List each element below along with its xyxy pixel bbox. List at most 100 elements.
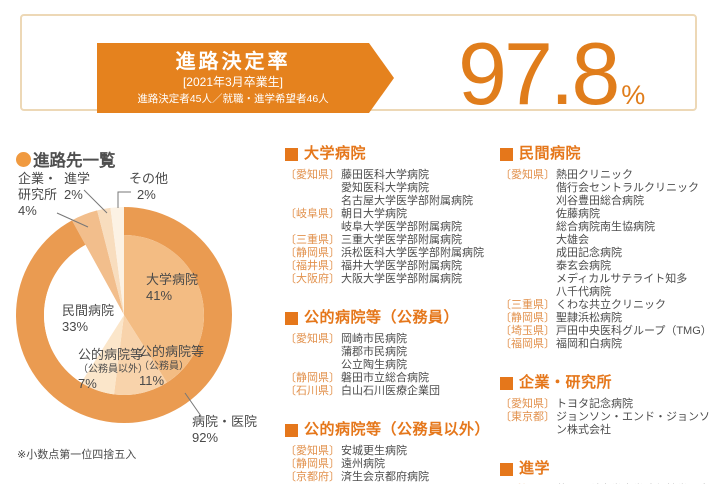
prefecture-label: 〔石川県〕 — [285, 385, 340, 397]
section: 進学〔愛知県〕藤田医科大学大学院保健学研究科 — [500, 461, 710, 484]
prefecture-label: 〔静岡県〕 — [500, 312, 555, 324]
institution-list: 遠州病院 — [341, 458, 497, 471]
rate-number: 97.8 — [458, 24, 620, 123]
institution-name: 岡崎市民病院 — [341, 333, 407, 345]
rate-banner-arrow: 進路決定率 [2021年3月卒業生] 進路決定者45人／就職・進学希望者46人 — [97, 43, 394, 113]
chart-label-public-nonservant: 公的病院等 （公務員以外） 7% — [78, 347, 148, 392]
square-bullet-icon — [285, 423, 298, 437]
institution-list: 聖隷浜松病院 — [556, 312, 710, 325]
section: 公的病院等（公務員以外） 〔愛知県〕 安城更生病院 〔静岡県〕 遠州病院 〔京都府〕 済生会… — [285, 422, 497, 484]
prefecture-label: 〔愛知県〕 — [285, 333, 340, 345]
institution-name: 浜松医科大学医学部附属病院 — [341, 247, 484, 259]
institution-list: 福井大学医学部附属病院 — [341, 260, 497, 273]
institution-name: 刈谷豊田総合病院 — [556, 195, 644, 207]
bullet-circle-icon — [16, 151, 31, 167]
segment-label: 進学 — [64, 171, 91, 186]
prefecture-label: 〔岐阜県〕 — [285, 208, 340, 220]
institution-list: 藤田医科大学病院 愛知医科大学病院 名古屋大学医学部附属病院 — [341, 169, 497, 208]
segment-pct: 2% — [64, 187, 83, 202]
segment-label: その他 — [129, 171, 169, 186]
prefecture-label: 〔静岡県〕 — [285, 458, 340, 470]
section-title: 企業・研究所 — [500, 375, 710, 391]
prefecture-label: 〔三重県〕 — [285, 234, 340, 246]
segment-label: 公的病院等 — [139, 344, 205, 359]
institution-name: トヨタ記念病院 — [556, 398, 633, 410]
ring-pct: 92% — [192, 430, 219, 445]
prefecture-group: 〔埼玉県〕 戸田中央医科グループ（TMG） — [500, 325, 710, 338]
square-bullet-icon — [500, 376, 513, 390]
institution-name: 岐阜大学医学部附属病院 — [341, 221, 462, 233]
prefecture-label: 〔福岡県〕 — [500, 338, 555, 350]
donut-segment-公的病院等 — [81, 315, 124, 395]
institution-name: 遠州病院 — [341, 458, 385, 470]
prefecture-group: 〔京都府〕 済生会京都府病院 — [285, 471, 497, 484]
prefecture-label: 〔大阪府〕 — [285, 273, 340, 285]
prefecture-group: 〔静岡県〕 聖隷浜松病院 — [500, 312, 710, 325]
chart-label-shingaku: 進学 2% — [64, 171, 90, 203]
segment-pct: 11% — [139, 373, 165, 388]
ring-label: 病院・医院 — [192, 414, 258, 429]
section: 企業・研究所 〔愛知県〕 トヨタ記念病院 〔東京都〕 ジョンソン・エンド・ジョンソン株式… — [500, 375, 710, 437]
institution-name: 聖隷浜松病院 — [556, 312, 622, 324]
list-column-2: 民間病院 〔愛知県〕 熱田クリニック 偕行会セントラルクリニック 刈谷豊田総合病院 佐藤病… — [500, 146, 710, 484]
chart-heading-label: 進路先一覧 — [33, 152, 116, 170]
leader-line-sonota — [117, 191, 131, 208]
segment-sublabel: （公務員） — [139, 361, 189, 372]
institution-list: 岡崎市民病院 蒲郡市民病院 公立陶生病院 — [341, 333, 497, 372]
institution-name: 大阪大学医学部附属病院 — [341, 273, 462, 285]
institution-name: 磐田市立総合病院 — [341, 372, 429, 384]
prefecture-group: 〔三重県〕 三重大学医学部附属病院 — [285, 234, 497, 247]
institution-name: 熱田クリニック — [556, 169, 633, 181]
prefecture-group: 〔石川県〕 白山石川医療企業団 — [285, 385, 497, 398]
institution-name: 蒲郡市民病院 — [341, 346, 407, 358]
section-title: 民間病院 — [500, 146, 710, 162]
prefecture-label: 〔愛知県〕 — [285, 169, 340, 181]
leader-line-hospital-ring — [184, 392, 202, 417]
banner-subtitle: [2021年3月卒業生] — [182, 75, 284, 89]
section-title: 進学 — [500, 461, 710, 477]
institution-list: 磐田市立総合病院 — [341, 372, 497, 385]
institution-name: 公立陶生病院 — [341, 359, 407, 371]
segment-label: 企業・研究所 — [18, 171, 58, 202]
prefecture-label: 〔福井県〕 — [285, 260, 340, 272]
prefecture-group: 〔愛知県〕 藤田医科大学病院 愛知医科大学病院 名古屋大学医学部附属病院 — [285, 169, 497, 208]
section-title-label: 企業・研究所 — [519, 374, 613, 391]
institution-list: 安城更生病院 — [341, 445, 497, 458]
institution-name: ジョンソン・エンド・ジョンソン株式会社 — [556, 411, 710, 436]
section-title-label: 公的病院等（公務員） — [304, 309, 460, 326]
institution-list: 大阪大学医学部附属病院 — [341, 273, 497, 286]
segment-sublabel: （公務員以外） — [78, 364, 148, 375]
banner-detail: 進路決定者45人／就職・進学希望者46人 — [137, 93, 329, 105]
prefecture-group: 〔福井県〕 福井大学医学部附属病院 — [285, 260, 497, 273]
prefecture-group: 〔岐阜県〕 朝日大学病院 岐阜大学医学部附属病院 — [285, 208, 497, 234]
rounding-footnote: ※小数点第一位四捨五入 — [17, 449, 137, 461]
segment-pct: 7% — [78, 376, 97, 391]
institution-name: 愛知医科大学病院 — [341, 182, 429, 194]
donut-segment-民間病院 — [43, 244, 125, 383]
prefecture-label: 〔三重県〕 — [500, 299, 555, 311]
institution-list: 浜松医科大学医学部附属病院 — [341, 247, 497, 260]
segment-label: 公的病院等 — [78, 347, 144, 362]
section-title-label: 大学病院 — [304, 145, 367, 162]
section-title: 大学病院 — [285, 146, 497, 162]
institution-name: 朝日大学病院 — [341, 208, 407, 220]
institution-name: 八千代病院 — [556, 286, 611, 298]
segment-pct: 33% — [62, 319, 89, 334]
prefecture-label: 〔静岡県〕 — [285, 372, 340, 384]
chart-label-university-hospital: 大学病院 41% — [146, 272, 198, 304]
career-donut-chart — [15, 189, 232, 423]
institution-list: 戸田中央医科グループ（TMG） — [556, 325, 710, 338]
institution-list: 済生会京都府病院 — [341, 471, 497, 484]
prefecture-label: 〔愛知県〕 — [285, 445, 340, 457]
institution-name: 佐藤病院 — [556, 208, 600, 220]
prefecture-label: 〔静岡県〕 — [285, 247, 340, 259]
section-title-label: 民間病院 — [519, 145, 582, 162]
section: 民間病院 〔愛知県〕 熱田クリニック 偕行会セントラルクリニック 刈谷豊田総合病院 佐藤病… — [500, 146, 710, 351]
section-title-label: 公的病院等（公務員以外） — [304, 421, 491, 438]
donut-segment-公的病院等 — [113, 315, 167, 395]
chart-label-hospital-ring: 病院・医院 92% — [192, 414, 257, 446]
institution-name: 成田記念病院 — [556, 247, 622, 259]
institution-name: 泰玄会病院 — [556, 260, 611, 272]
prefecture-group: 〔東京都〕 ジョンソン・エンド・ジョンソン株式会社 — [500, 411, 710, 437]
